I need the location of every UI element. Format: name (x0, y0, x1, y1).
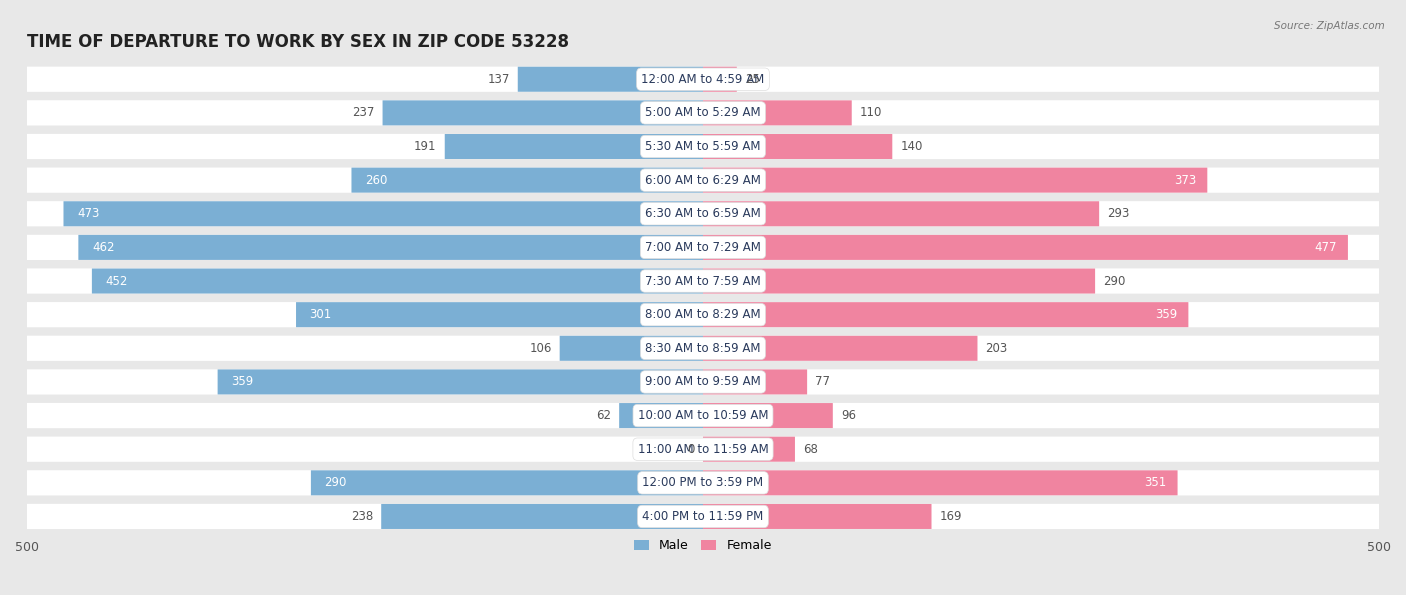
Text: 10:00 AM to 10:59 AM: 10:00 AM to 10:59 AM (638, 409, 768, 422)
FancyBboxPatch shape (703, 302, 1188, 327)
Text: 203: 203 (986, 342, 1008, 355)
Text: 62: 62 (596, 409, 612, 422)
FancyBboxPatch shape (27, 336, 1379, 361)
FancyBboxPatch shape (703, 134, 893, 159)
Text: 106: 106 (529, 342, 551, 355)
Text: 293: 293 (1108, 207, 1129, 220)
FancyBboxPatch shape (311, 470, 703, 496)
Text: 351: 351 (1144, 477, 1167, 489)
FancyBboxPatch shape (27, 437, 1379, 462)
FancyBboxPatch shape (27, 268, 1379, 294)
Text: 12:00 AM to 4:59 AM: 12:00 AM to 4:59 AM (641, 73, 765, 86)
FancyBboxPatch shape (703, 336, 977, 361)
FancyBboxPatch shape (27, 504, 1379, 529)
FancyBboxPatch shape (703, 67, 737, 92)
FancyBboxPatch shape (27, 369, 1379, 394)
Text: Source: ZipAtlas.com: Source: ZipAtlas.com (1274, 21, 1385, 31)
FancyBboxPatch shape (352, 168, 703, 193)
Text: 169: 169 (939, 510, 962, 523)
FancyBboxPatch shape (703, 268, 1095, 293)
FancyBboxPatch shape (703, 504, 932, 529)
Text: 4:00 PM to 11:59 PM: 4:00 PM to 11:59 PM (643, 510, 763, 523)
Text: 6:00 AM to 6:29 AM: 6:00 AM to 6:29 AM (645, 174, 761, 187)
FancyBboxPatch shape (703, 168, 1208, 193)
FancyBboxPatch shape (444, 134, 703, 159)
Text: 8:30 AM to 8:59 AM: 8:30 AM to 8:59 AM (645, 342, 761, 355)
Text: 68: 68 (803, 443, 818, 456)
FancyBboxPatch shape (27, 67, 1379, 92)
Text: 96: 96 (841, 409, 856, 422)
FancyBboxPatch shape (27, 134, 1379, 159)
Text: 290: 290 (1104, 274, 1126, 287)
Text: 7:00 AM to 7:29 AM: 7:00 AM to 7:29 AM (645, 241, 761, 254)
FancyBboxPatch shape (381, 504, 703, 529)
FancyBboxPatch shape (382, 101, 703, 126)
Text: 11:00 AM to 11:59 AM: 11:00 AM to 11:59 AM (638, 443, 768, 456)
Text: 6:30 AM to 6:59 AM: 6:30 AM to 6:59 AM (645, 207, 761, 220)
Text: 260: 260 (366, 174, 388, 187)
Text: 110: 110 (860, 107, 882, 120)
FancyBboxPatch shape (27, 168, 1379, 193)
Text: 359: 359 (231, 375, 253, 389)
Text: 238: 238 (352, 510, 373, 523)
FancyBboxPatch shape (27, 201, 1379, 226)
FancyBboxPatch shape (560, 336, 703, 361)
Text: 290: 290 (325, 477, 347, 489)
Text: 9:00 AM to 9:59 AM: 9:00 AM to 9:59 AM (645, 375, 761, 389)
FancyBboxPatch shape (27, 100, 1379, 126)
Text: 452: 452 (105, 274, 128, 287)
FancyBboxPatch shape (297, 302, 703, 327)
Text: 12:00 PM to 3:59 PM: 12:00 PM to 3:59 PM (643, 477, 763, 489)
Text: 191: 191 (415, 140, 437, 153)
Text: 373: 373 (1174, 174, 1197, 187)
FancyBboxPatch shape (27, 470, 1379, 496)
Text: 473: 473 (77, 207, 100, 220)
Text: 0: 0 (688, 443, 695, 456)
Text: 140: 140 (900, 140, 922, 153)
FancyBboxPatch shape (703, 470, 1178, 496)
FancyBboxPatch shape (703, 403, 832, 428)
FancyBboxPatch shape (27, 235, 1379, 260)
FancyBboxPatch shape (27, 302, 1379, 327)
Text: 137: 137 (488, 73, 509, 86)
FancyBboxPatch shape (517, 67, 703, 92)
Legend: Male, Female: Male, Female (630, 534, 776, 557)
Text: 77: 77 (815, 375, 830, 389)
Text: 237: 237 (352, 107, 374, 120)
Text: 477: 477 (1315, 241, 1337, 254)
FancyBboxPatch shape (703, 235, 1348, 260)
Text: 5:00 AM to 5:29 AM: 5:00 AM to 5:29 AM (645, 107, 761, 120)
Text: 8:00 AM to 8:29 AM: 8:00 AM to 8:29 AM (645, 308, 761, 321)
FancyBboxPatch shape (703, 369, 807, 394)
Text: 7:30 AM to 7:59 AM: 7:30 AM to 7:59 AM (645, 274, 761, 287)
FancyBboxPatch shape (27, 403, 1379, 428)
Text: 25: 25 (745, 73, 759, 86)
FancyBboxPatch shape (218, 369, 703, 394)
Text: 462: 462 (91, 241, 114, 254)
FancyBboxPatch shape (63, 201, 703, 226)
FancyBboxPatch shape (91, 268, 703, 293)
Text: TIME OF DEPARTURE TO WORK BY SEX IN ZIP CODE 53228: TIME OF DEPARTURE TO WORK BY SEX IN ZIP … (27, 33, 569, 51)
Text: 359: 359 (1156, 308, 1178, 321)
FancyBboxPatch shape (703, 101, 852, 126)
Text: 301: 301 (309, 308, 332, 321)
FancyBboxPatch shape (703, 437, 794, 462)
Text: 5:30 AM to 5:59 AM: 5:30 AM to 5:59 AM (645, 140, 761, 153)
FancyBboxPatch shape (79, 235, 703, 260)
FancyBboxPatch shape (619, 403, 703, 428)
FancyBboxPatch shape (703, 201, 1099, 226)
